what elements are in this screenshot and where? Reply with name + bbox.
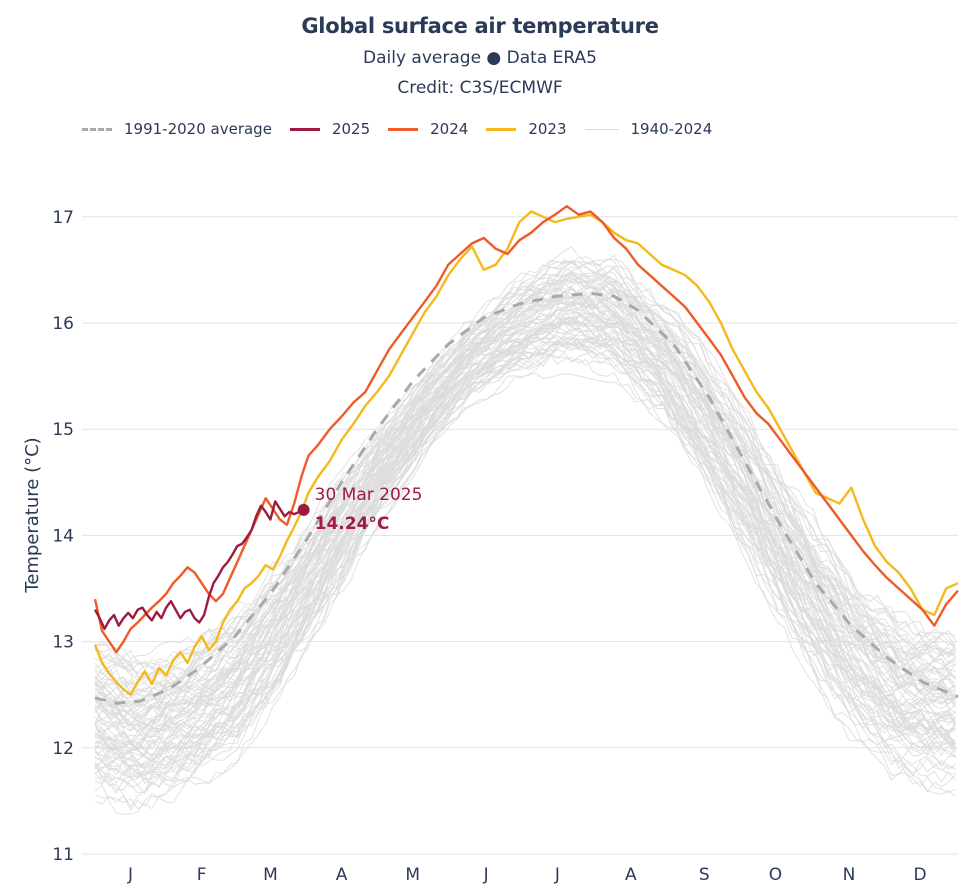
historical-year-line	[94, 301, 957, 745]
historical-year-line	[94, 274, 956, 690]
historical-year-line	[94, 296, 956, 732]
historical-year-line	[94, 287, 956, 697]
historical-year-line	[94, 322, 957, 762]
annotation-date: 30 Mar 2025	[315, 485, 423, 505]
series-line-2023[interactable]	[93, 210, 959, 696]
historical-year-line	[94, 307, 957, 757]
legend-item-1940-2024[interactable]: 1940-2024	[584, 120, 713, 138]
historical-year-line	[94, 317, 957, 753]
y-tick-label: 11	[52, 845, 74, 865]
annotation-value: 14.24°C	[315, 514, 390, 534]
series-line-1991-2020-average[interactable]	[94, 291, 959, 705]
x-tick-label: A	[336, 865, 348, 884]
y-tick-label: 17	[52, 208, 74, 228]
legend-item-average[interactable]: 1991-2020 average	[82, 120, 272, 138]
historical-year-line	[94, 342, 956, 810]
y-tick-label: 16	[52, 314, 74, 334]
historical-year-line	[94, 260, 956, 671]
historical-year-line	[94, 333, 957, 786]
legend-swatch-1940-2024	[584, 128, 619, 130]
x-tick-label: A	[625, 865, 637, 884]
legend-swatch-average	[82, 127, 112, 131]
x-tick-label: O	[769, 865, 782, 884]
historical-year-line	[94, 312, 957, 756]
legend-label: 1940-2024	[630, 120, 713, 138]
legend-label: 2025	[331, 120, 371, 138]
historical-year-line	[94, 285, 956, 723]
historical-year-line	[94, 266, 956, 699]
series-line-2025[interactable]	[93, 500, 305, 631]
historical-year-line	[94, 259, 957, 667]
series-lines	[93, 204, 959, 705]
historical-year-line	[94, 258, 957, 676]
x-tick-label: J	[483, 865, 489, 884]
x-tick-label: D	[914, 865, 927, 884]
x-tick-label: N	[843, 865, 856, 884]
historical-year-line	[94, 260, 957, 679]
historical-year-line	[94, 267, 956, 671]
x-tick-label: S	[699, 865, 710, 884]
legend-label: 2023	[528, 120, 567, 138]
y-axis-ticks: 11 12 13 14 15 16 17	[52, 208, 74, 865]
legend-item-2023[interactable]: 2023	[486, 120, 567, 138]
y-tick-label: 12	[52, 739, 74, 759]
series-line-2024[interactable]	[93, 204, 959, 654]
legend-item-2024[interactable]: 2024	[388, 120, 468, 138]
y-tick-label: 13	[52, 633, 74, 653]
legend-swatch-2025	[289, 127, 320, 131]
annotation-marker[interactable]	[297, 503, 310, 516]
historical-year-line	[94, 352, 956, 794]
legend: 1991-2020 average 2025 2024 2023 1940-20…	[82, 120, 730, 138]
legend-item-2025[interactable]: 2025	[289, 120, 371, 138]
x-tick-label: F	[197, 865, 207, 884]
historical-year-line	[94, 341, 956, 788]
historical-lines	[94, 246, 957, 816]
x-tick-label: M	[405, 865, 420, 884]
historical-year-line	[94, 316, 957, 753]
chart-credit: Credit: C3S/ECMWF	[397, 78, 563, 98]
legend-label: 1991-2020 average	[124, 120, 272, 138]
historical-year-line	[94, 339, 956, 784]
historical-year-line	[94, 318, 956, 754]
chart-title: Global surface air temperature	[301, 14, 659, 38]
x-tick-label: J	[554, 865, 560, 884]
x-tick-label: M	[263, 865, 278, 884]
y-tick-label: 15	[52, 420, 74, 440]
x-tick-label: J	[127, 865, 133, 884]
legend-label: 2024	[430, 120, 469, 138]
historical-year-line	[94, 294, 956, 722]
historical-year-line	[94, 306, 956, 734]
chart-subtitle: Daily average ● Data ERA5	[363, 48, 597, 68]
historical-year-line	[94, 353, 956, 811]
historical-year-line	[94, 277, 956, 700]
legend-swatch-2024	[388, 127, 419, 131]
legend-swatch-2023	[486, 127, 517, 131]
y-tick-label: 14	[52, 526, 74, 546]
y-axis-label: Temperature (°C)	[22, 437, 43, 593]
